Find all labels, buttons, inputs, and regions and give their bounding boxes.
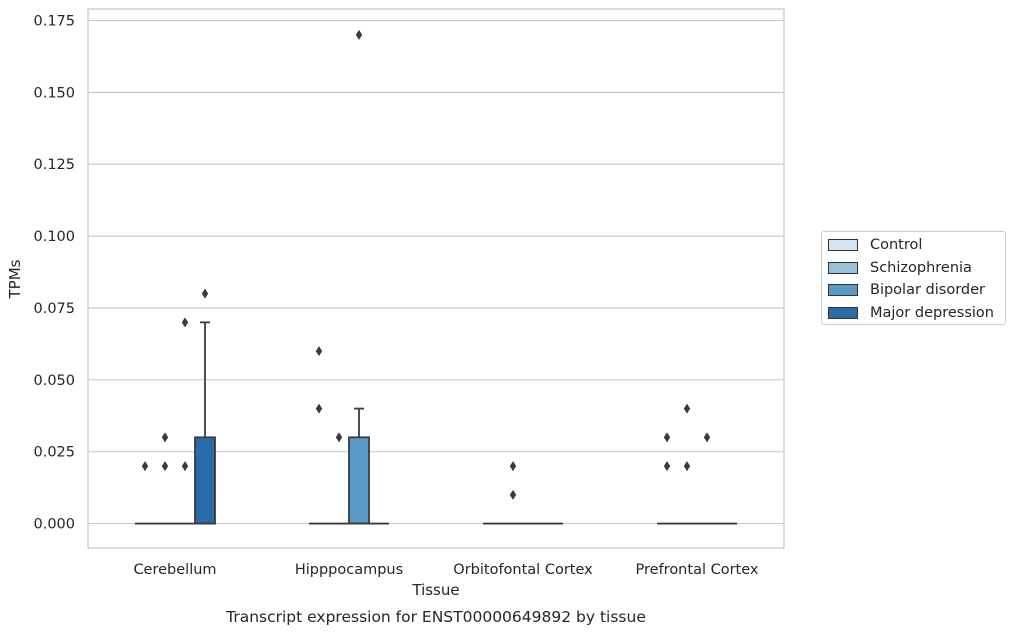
grid-lines [88,19,784,525]
x-axis-label: Tissue [411,581,459,599]
x-tick-label: Prefrontal Cortex [636,562,759,578]
legend-item-major-depression: Major depression [828,303,994,323]
box-control [309,346,329,525]
box-bipolar-disorder [175,317,195,525]
x-tick-label: Cerebellum [133,562,216,578]
y-tick-label: 0.075 [33,301,75,317]
legend-swatch [828,262,858,274]
boxes [135,29,737,525]
outlier-point [663,461,671,472]
box-bipolar-disorder [697,432,717,525]
box-schizophrenia [503,461,523,525]
legend-label: Schizophrenia [870,260,972,276]
x-tick-label: Orbitofontal Cortex [453,562,593,578]
legend-item-control: Control [828,235,922,255]
box-control [135,461,155,525]
outlier-point [315,403,323,414]
y-tick-label: 0.050 [33,373,75,389]
outlier-point [201,288,209,299]
box-rect [194,436,216,525]
outlier-point [683,403,691,414]
y-tick-label: 0.125 [33,157,75,173]
legend-label: Major depression [870,305,994,321]
outlier-point [181,317,189,328]
chart-title: Transcript expression for ENST0000064989… [225,608,646,626]
outlier-point [161,461,169,472]
outlier-point [181,461,189,472]
plot-frame [87,8,785,549]
y-axis-label: TPMs [6,259,24,299]
box-schizophrenia [677,403,697,525]
legend-swatch [828,239,858,251]
legend-item-schizophrenia: Schizophrenia [828,258,972,278]
box-schizophrenia [155,432,175,525]
y-tick-label: 0.025 [33,445,75,461]
outlier-point [703,432,711,443]
outlier-point [663,432,671,443]
x-tick-label: Hipppocampus [295,562,403,578]
y-tick-label: 0.000 [33,517,75,533]
outlier-point [161,432,169,443]
legend-label: Bipolar disorder [870,282,985,298]
legend: Control Schizophrenia Bipolar disorder M… [821,231,1006,325]
legend-swatch [828,284,858,296]
box-major-depression [194,288,216,525]
outlier-point [315,346,323,357]
box-rect [348,436,370,525]
outlier-point [355,29,363,40]
box-control [657,432,677,525]
outlier-point [683,461,691,472]
x-axis-ticks: Cerebellum Hipppocampus Orbitofontal Corte… [133,562,758,578]
outlier-point [335,432,343,443]
outlier-point [141,461,149,472]
legend-swatch [828,307,858,319]
y-tick-label: 0.150 [33,85,75,101]
legend-item-bipolar-disorder: Bipolar disorder [828,280,985,300]
outlier-point [509,461,517,472]
y-tick-label: 0.175 [33,13,75,29]
y-axis-ticks: 0.000 0.025 0.050 0.075 0.100 0.125 0.150 0.175 [33,13,75,532]
outlier-point [509,489,517,500]
y-tick-label: 0.100 [33,229,75,245]
legend-label: Control [870,237,923,253]
box-bipolar-disorder [348,29,370,525]
box-schizophrenia [329,432,349,525]
